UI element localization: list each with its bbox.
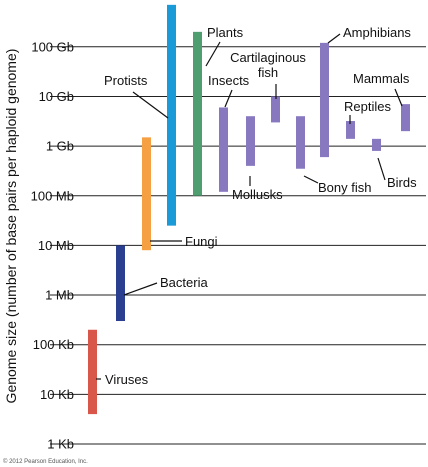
y-tick-label: 10 Gb xyxy=(39,89,74,104)
bar-cartilaginous-fish xyxy=(271,96,280,123)
y-axis-label: Genome size (number of base pairs per ha… xyxy=(3,49,19,404)
y-tick-label: 1 Gb xyxy=(46,139,74,154)
bar-plants xyxy=(193,31,202,196)
y-tick-label: 10 Mb xyxy=(38,238,74,253)
label-fungi: Fungi xyxy=(185,234,218,249)
label-bacteria: Bacteria xyxy=(160,275,208,290)
leader-insects xyxy=(224,89,233,108)
leader-amphibians xyxy=(327,33,341,44)
leader-bacteria xyxy=(123,282,158,296)
group-labels: Viruses Bacteria Fungi Protists Plants Insect… xyxy=(96,25,417,387)
gridlines xyxy=(50,46,426,445)
label-birds: Birds xyxy=(387,175,417,190)
y-tick-label: 100 Mb xyxy=(31,188,74,203)
bar-bony-fish xyxy=(296,116,305,169)
y-tick-label: 100 Gb xyxy=(31,39,74,54)
bar-insects xyxy=(219,107,228,192)
label-mollusks: Mollusks xyxy=(232,187,283,202)
copyright-note: © 2012 Pearson Education, Inc. xyxy=(3,458,88,465)
bar-protists xyxy=(167,4,176,226)
bar-mollusks xyxy=(246,116,255,166)
label-bony-fish: Bony fish xyxy=(318,180,371,195)
label-viruses: Viruses xyxy=(105,372,149,387)
bar-birds xyxy=(372,138,381,151)
label-cartilaginous-fish: Cartilaginous fish xyxy=(230,50,306,80)
leader-bony-fish xyxy=(303,175,319,184)
bar-viruses xyxy=(88,329,97,415)
bar-mammals xyxy=(401,104,410,132)
y-tick-label: 1 Mb xyxy=(45,288,74,303)
leader-plants xyxy=(205,41,221,67)
y-tick-labels: 1 Kb 10 Kb 100 Kb 1 Mb 10 Mb 100 Mb 1 Gb 10 Gb 1… xyxy=(31,39,74,451)
label-protists: Protists xyxy=(104,73,148,88)
label-insects: Insects xyxy=(208,73,250,88)
bar-reptiles xyxy=(346,121,355,139)
range-bars xyxy=(88,4,410,415)
y-tick-label: 10 Kb xyxy=(40,387,74,402)
bar-bacteria xyxy=(116,245,125,322)
leader-mammals xyxy=(394,88,403,107)
y-tick-label: 1 Kb xyxy=(47,437,74,452)
leader-birds xyxy=(377,157,386,181)
label-amphibians: Amphibians xyxy=(343,25,411,40)
label-reptiles: Reptiles xyxy=(344,99,391,114)
label-plants: Plants xyxy=(207,25,244,40)
bar-fungi xyxy=(142,137,151,251)
leader-protists xyxy=(132,91,169,119)
y-tick-label: 100 Kb xyxy=(33,337,74,352)
label-mammals: Mammals xyxy=(353,71,410,86)
bar-amphibians xyxy=(320,42,329,158)
